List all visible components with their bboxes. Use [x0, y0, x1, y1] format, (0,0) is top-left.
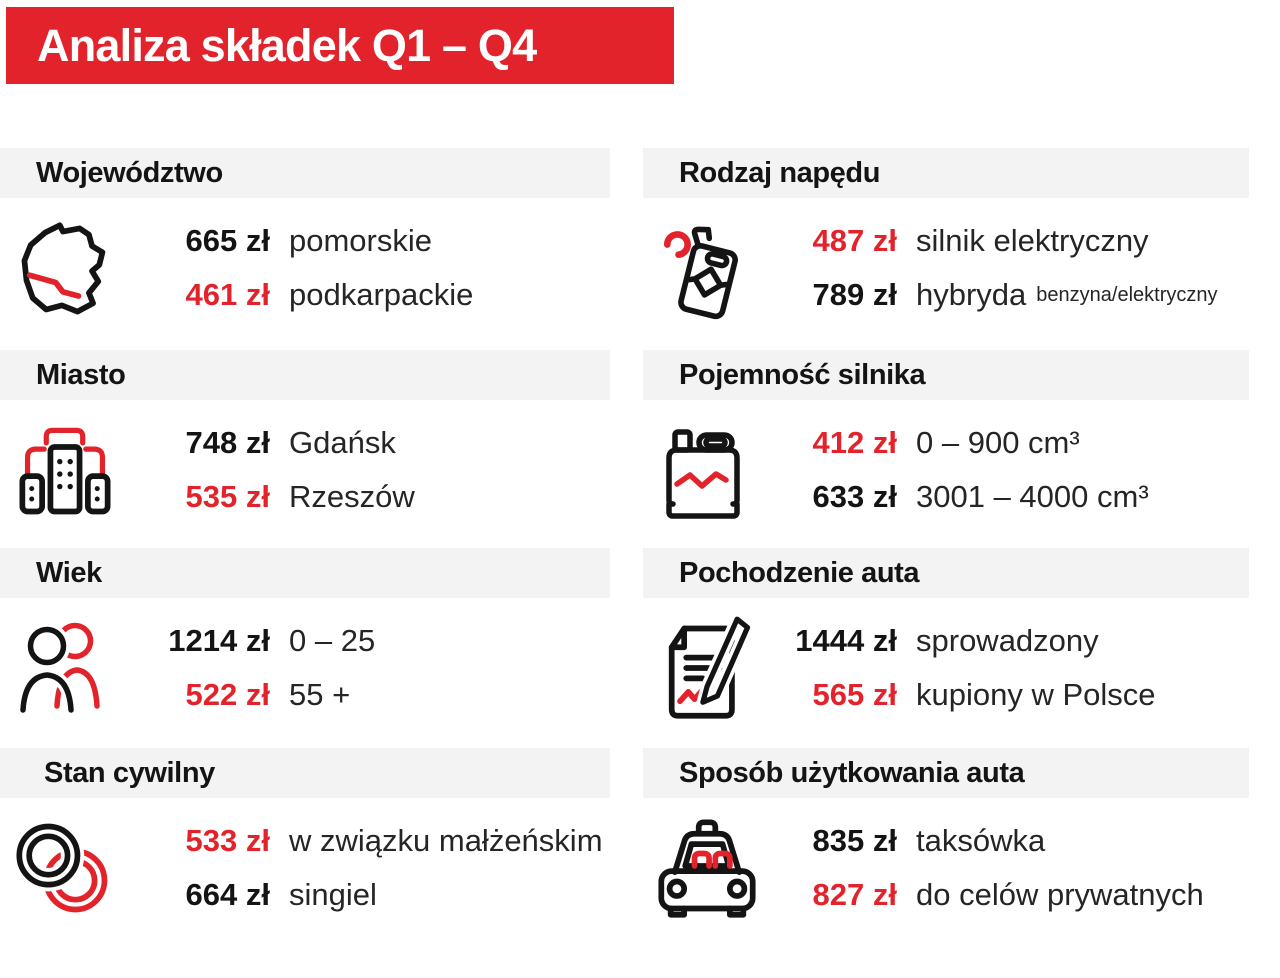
premium-value: 1214 zł [168, 623, 270, 658]
premium-value: 412 zł [812, 425, 897, 460]
premium-label: 0 – 900 cm³ [916, 425, 1080, 460]
section-title: Miasto [36, 358, 126, 391]
premium-value: 522 zł [185, 677, 270, 712]
premium-value: 565 zł [812, 677, 897, 712]
section-rodzaj-napedu: Rodzaj napędu 487 zł sil [643, 148, 1249, 326]
section-title: Pochodzenie auta [679, 556, 920, 589]
premium-value: 535 zł [185, 479, 270, 514]
title-banner: Analiza składek Q1 – Q4 [6, 7, 674, 84]
premium-value: 461 zł [185, 277, 270, 312]
data-row: 1214 zł 0 – 25 [130, 614, 375, 668]
premium-label: Gdańsk [289, 425, 396, 460]
section-header: Stan cywilny [0, 748, 610, 798]
section-title: Wiek [36, 556, 102, 589]
section-header: Pochodzenie auta [643, 548, 1249, 598]
fuel-canister-icon [643, 214, 770, 326]
data-row: 535 zł Rzeszów [130, 470, 415, 524]
premium-label: Rzeszów [289, 479, 415, 514]
data-row: 1444 zł sprowadzony [770, 614, 1156, 668]
section-title: Województwo [36, 156, 223, 189]
section-title: Pojemność silnika [679, 358, 926, 391]
section-header: Wiek [0, 548, 610, 598]
premium-label: silnik elektryczny [916, 223, 1149, 258]
section-header: Województwo [0, 148, 610, 198]
premium-value: 533 zł [185, 823, 270, 858]
premium-label: sprowadzony [916, 623, 1099, 658]
section-pochodzenie-auta: Pochodzenie auta [643, 548, 1249, 722]
premium-value: 835 zł [812, 823, 897, 858]
data-row: 827 zł do celów prywatnych [770, 868, 1204, 922]
engine-oil-icon [643, 416, 770, 524]
section-stan-cywilny: Stan cywilny [0, 748, 610, 922]
data-row: 664 zł singiel [130, 868, 603, 922]
section-header: Rodzaj napędu [643, 148, 1249, 198]
document-pen-icon [643, 614, 770, 722]
data-row: 633 zł 3001 – 4000 cm³ [770, 470, 1149, 524]
premium-value: 664 zł [185, 877, 270, 912]
section-header: Miasto [0, 350, 610, 400]
premium-label: pomorskie [289, 223, 432, 258]
section-title: Stan cywilny [44, 756, 215, 789]
premium-label: podkarpackie [289, 277, 474, 312]
poland-map-icon [0, 214, 130, 326]
data-row: 461 zł podkarpackie [130, 268, 474, 322]
premium-label: 55 + [289, 677, 351, 712]
premium-label: kupiony w Polsce [916, 677, 1156, 712]
section-sposob-uzytkowania-auta: Sposób użytkowania auta [643, 748, 1249, 922]
premium-value: 665 zł [185, 223, 270, 258]
premium-value: 748 zł [185, 425, 270, 460]
premium-label: 0 – 25 [289, 623, 376, 658]
data-row: 748 zł Gdańsk [130, 416, 415, 470]
premium-sublabel: benzyna/elektryczny [1036, 283, 1218, 306]
data-row: 565 zł kupiony w Polsce [770, 668, 1156, 722]
section-title: Rodzaj napędu [679, 156, 881, 189]
two-people-icon [0, 614, 130, 718]
data-row: 522 zł 55 + [130, 668, 375, 722]
city-buildings-icon [0, 416, 130, 528]
premium-value: 633 zł [812, 479, 897, 514]
premium-value: 789 zł [812, 277, 897, 312]
premium-label: do celów prywatnych [916, 877, 1204, 912]
section-header: Pojemność silnika [643, 350, 1249, 400]
premium-label: hybryda [916, 277, 1027, 312]
premium-label: w związku małżeńskim [289, 823, 603, 858]
page-title: Analiza składek Q1 – Q4 [37, 19, 537, 71]
section-wojewodztwo: Województwo 665 zł pomorskie 461 zł podk… [0, 148, 610, 326]
premium-value: 827 zł [812, 877, 897, 912]
premium-label: 3001 – 4000 cm³ [916, 479, 1149, 514]
data-row: 835 zł taksówka [770, 814, 1204, 868]
section-miasto: Miasto [0, 350, 610, 528]
wedding-rings-icon [0, 814, 130, 922]
premium-label: taksówka [916, 823, 1046, 858]
data-row: 533 zł w związku małżeńskim [130, 814, 603, 868]
data-row: 789 zł hybryda benzyna/elektryczny [770, 268, 1218, 322]
premium-label: singiel [289, 877, 377, 912]
data-row: 665 zł pomorskie [130, 214, 473, 268]
section-pojemnosc-silnika: Pojemność silnika 412 zł 0 – 900 cm³ [643, 350, 1249, 524]
premium-value: 487 zł [812, 223, 897, 258]
data-row: 412 zł 0 – 900 cm³ [770, 416, 1149, 470]
taxi-car-icon [643, 814, 770, 922]
premium-value: 1444 zł [795, 623, 897, 658]
section-title: Sposób użytkowania auta [679, 756, 1025, 789]
section-header: Sposób użytkowania auta [643, 748, 1249, 798]
section-wiek: Wiek [0, 548, 610, 722]
data-row: 487 zł silnik elektryczny [770, 214, 1218, 268]
